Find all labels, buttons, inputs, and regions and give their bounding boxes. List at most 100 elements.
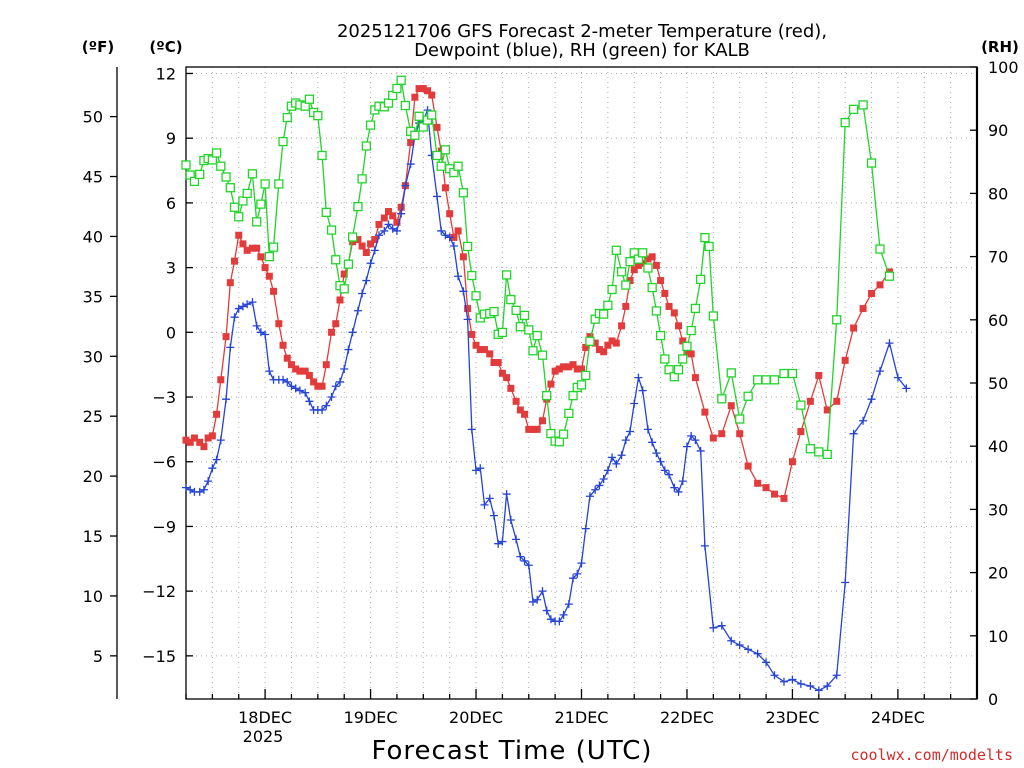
dewpoint-point xyxy=(841,578,850,587)
dewpoint-point xyxy=(199,485,208,494)
dewpoint-point xyxy=(397,209,406,218)
dewpoint-point xyxy=(366,259,375,268)
dewpoint-point xyxy=(885,339,894,348)
rh-tick-label: 40 xyxy=(988,437,1008,456)
dewpoint-point xyxy=(814,686,823,695)
dewpoint-point xyxy=(678,477,687,486)
rh-point xyxy=(537,350,548,360)
dewpoint-point xyxy=(485,494,494,503)
2-meter-temperature-point xyxy=(208,432,216,440)
rh-point xyxy=(673,365,684,375)
2-meter-temperature-point xyxy=(367,240,375,248)
rh-tick-label: 90 xyxy=(988,121,1008,140)
dewpoint-point xyxy=(358,289,367,298)
rh-point xyxy=(519,310,530,321)
2-meter-temperature-point xyxy=(248,244,256,252)
rh-point xyxy=(678,354,688,364)
2-meter-temperature-point xyxy=(691,374,699,382)
dewpoint-point xyxy=(327,393,336,402)
2-meter-temperature-point xyxy=(433,123,441,131)
2-meter-temperature-point xyxy=(533,425,541,433)
2-meter-temperature-point xyxy=(648,253,656,261)
dewpoint-point xyxy=(893,373,902,382)
2-meter-temperature-point xyxy=(868,289,876,297)
fahrenheit-tick-label: 10 xyxy=(83,587,103,606)
dewpoint-point xyxy=(591,485,600,494)
rh-tick-label: 50 xyxy=(988,374,1008,393)
celsius-tick-label: −12 xyxy=(142,582,176,601)
rh-point xyxy=(554,437,565,447)
rh-point xyxy=(884,271,895,281)
celsius-tick-label: 9 xyxy=(166,129,176,148)
2-meter-temperature-point xyxy=(683,348,691,356)
2-meter-temperature-point xyxy=(573,365,581,373)
dewpoint-point xyxy=(577,559,586,568)
2-meter-temperature-point xyxy=(305,371,313,379)
rh-point xyxy=(616,267,627,277)
2-meter-temperature-point xyxy=(415,85,423,93)
2-meter-temperature-point xyxy=(507,384,515,392)
rh-point xyxy=(400,100,411,111)
dewpoint-point xyxy=(779,677,788,686)
2-meter-temperature-point xyxy=(771,490,779,498)
rh-point xyxy=(848,104,859,114)
dewpoint-point xyxy=(248,298,257,307)
dewpoint-point xyxy=(573,569,582,578)
fahrenheit-tick-label: 5 xyxy=(93,647,103,666)
2-meter-temperature-point xyxy=(595,346,603,354)
dewpoint-point xyxy=(208,464,217,473)
rh-point xyxy=(347,232,358,242)
2-meter-temperature-point xyxy=(287,361,295,369)
dewpoint-point xyxy=(581,524,590,533)
2-meter-temperature-point xyxy=(301,367,309,375)
chart-title-line2: Dewpoint (blue), RH (green) for KALB xyxy=(414,40,750,61)
dewpoint-point xyxy=(467,425,476,434)
rh-point xyxy=(365,120,376,130)
2-meter-temperature-point xyxy=(204,434,212,442)
2-meter-temperature-point xyxy=(328,328,336,336)
celsius-tick-label: −6 xyxy=(152,453,176,472)
dewpoint-point xyxy=(291,384,300,393)
2-meter-temperature-point xyxy=(833,397,841,405)
data-series xyxy=(181,75,911,695)
2-meter-temperature-point xyxy=(744,462,752,470)
2-meter-temperature-point xyxy=(235,231,243,239)
dewpoint-point xyxy=(295,386,304,395)
dewpoint-series-line xyxy=(185,109,907,692)
2-meter-temperature-point xyxy=(701,408,709,416)
2-meter-temperature-point xyxy=(468,330,476,338)
dewpoint-point xyxy=(546,615,555,624)
2-meter-temperature-point xyxy=(727,402,735,410)
dewpoint-point xyxy=(806,682,815,691)
2-meter-temperature-point xyxy=(525,425,533,433)
x-tick-label: 24DEC xyxy=(871,708,925,727)
2-meter-temperature-point xyxy=(687,350,695,358)
rh-point xyxy=(304,94,315,104)
dewpoint-point xyxy=(643,425,652,434)
x-axis-label: Forecast Time (UTC) xyxy=(371,736,652,766)
rh-point xyxy=(497,327,508,338)
2-meter-temperature-point xyxy=(257,253,265,261)
rh-point xyxy=(247,169,258,179)
rh-point xyxy=(708,311,718,321)
rh-point xyxy=(282,112,292,123)
2-meter-temperature-point xyxy=(618,322,626,330)
2-meter-temperature-point xyxy=(516,406,524,414)
dewpoint-point xyxy=(362,276,371,285)
2-meter-temperature-point xyxy=(622,302,630,310)
rh-point xyxy=(462,241,473,252)
rh-point xyxy=(647,282,657,293)
dewpoint-point xyxy=(770,671,779,680)
axes: 129630−3−6−9−12−155045403530252015105100… xyxy=(83,58,1019,727)
dewpoint-point xyxy=(648,438,657,447)
dewpoint-point xyxy=(449,242,458,251)
rh-point xyxy=(866,158,877,168)
dewpoint-point xyxy=(388,224,397,233)
2-meter-temperature-point xyxy=(675,322,683,330)
2-meter-temperature-point xyxy=(349,238,357,246)
dewpoint-point xyxy=(612,459,621,468)
2-meter-temperature-point xyxy=(283,354,291,362)
dewpoint-point xyxy=(212,455,221,464)
2-meter-temperature-point xyxy=(551,367,559,375)
fahrenheit-tick-label: 45 xyxy=(83,168,103,187)
